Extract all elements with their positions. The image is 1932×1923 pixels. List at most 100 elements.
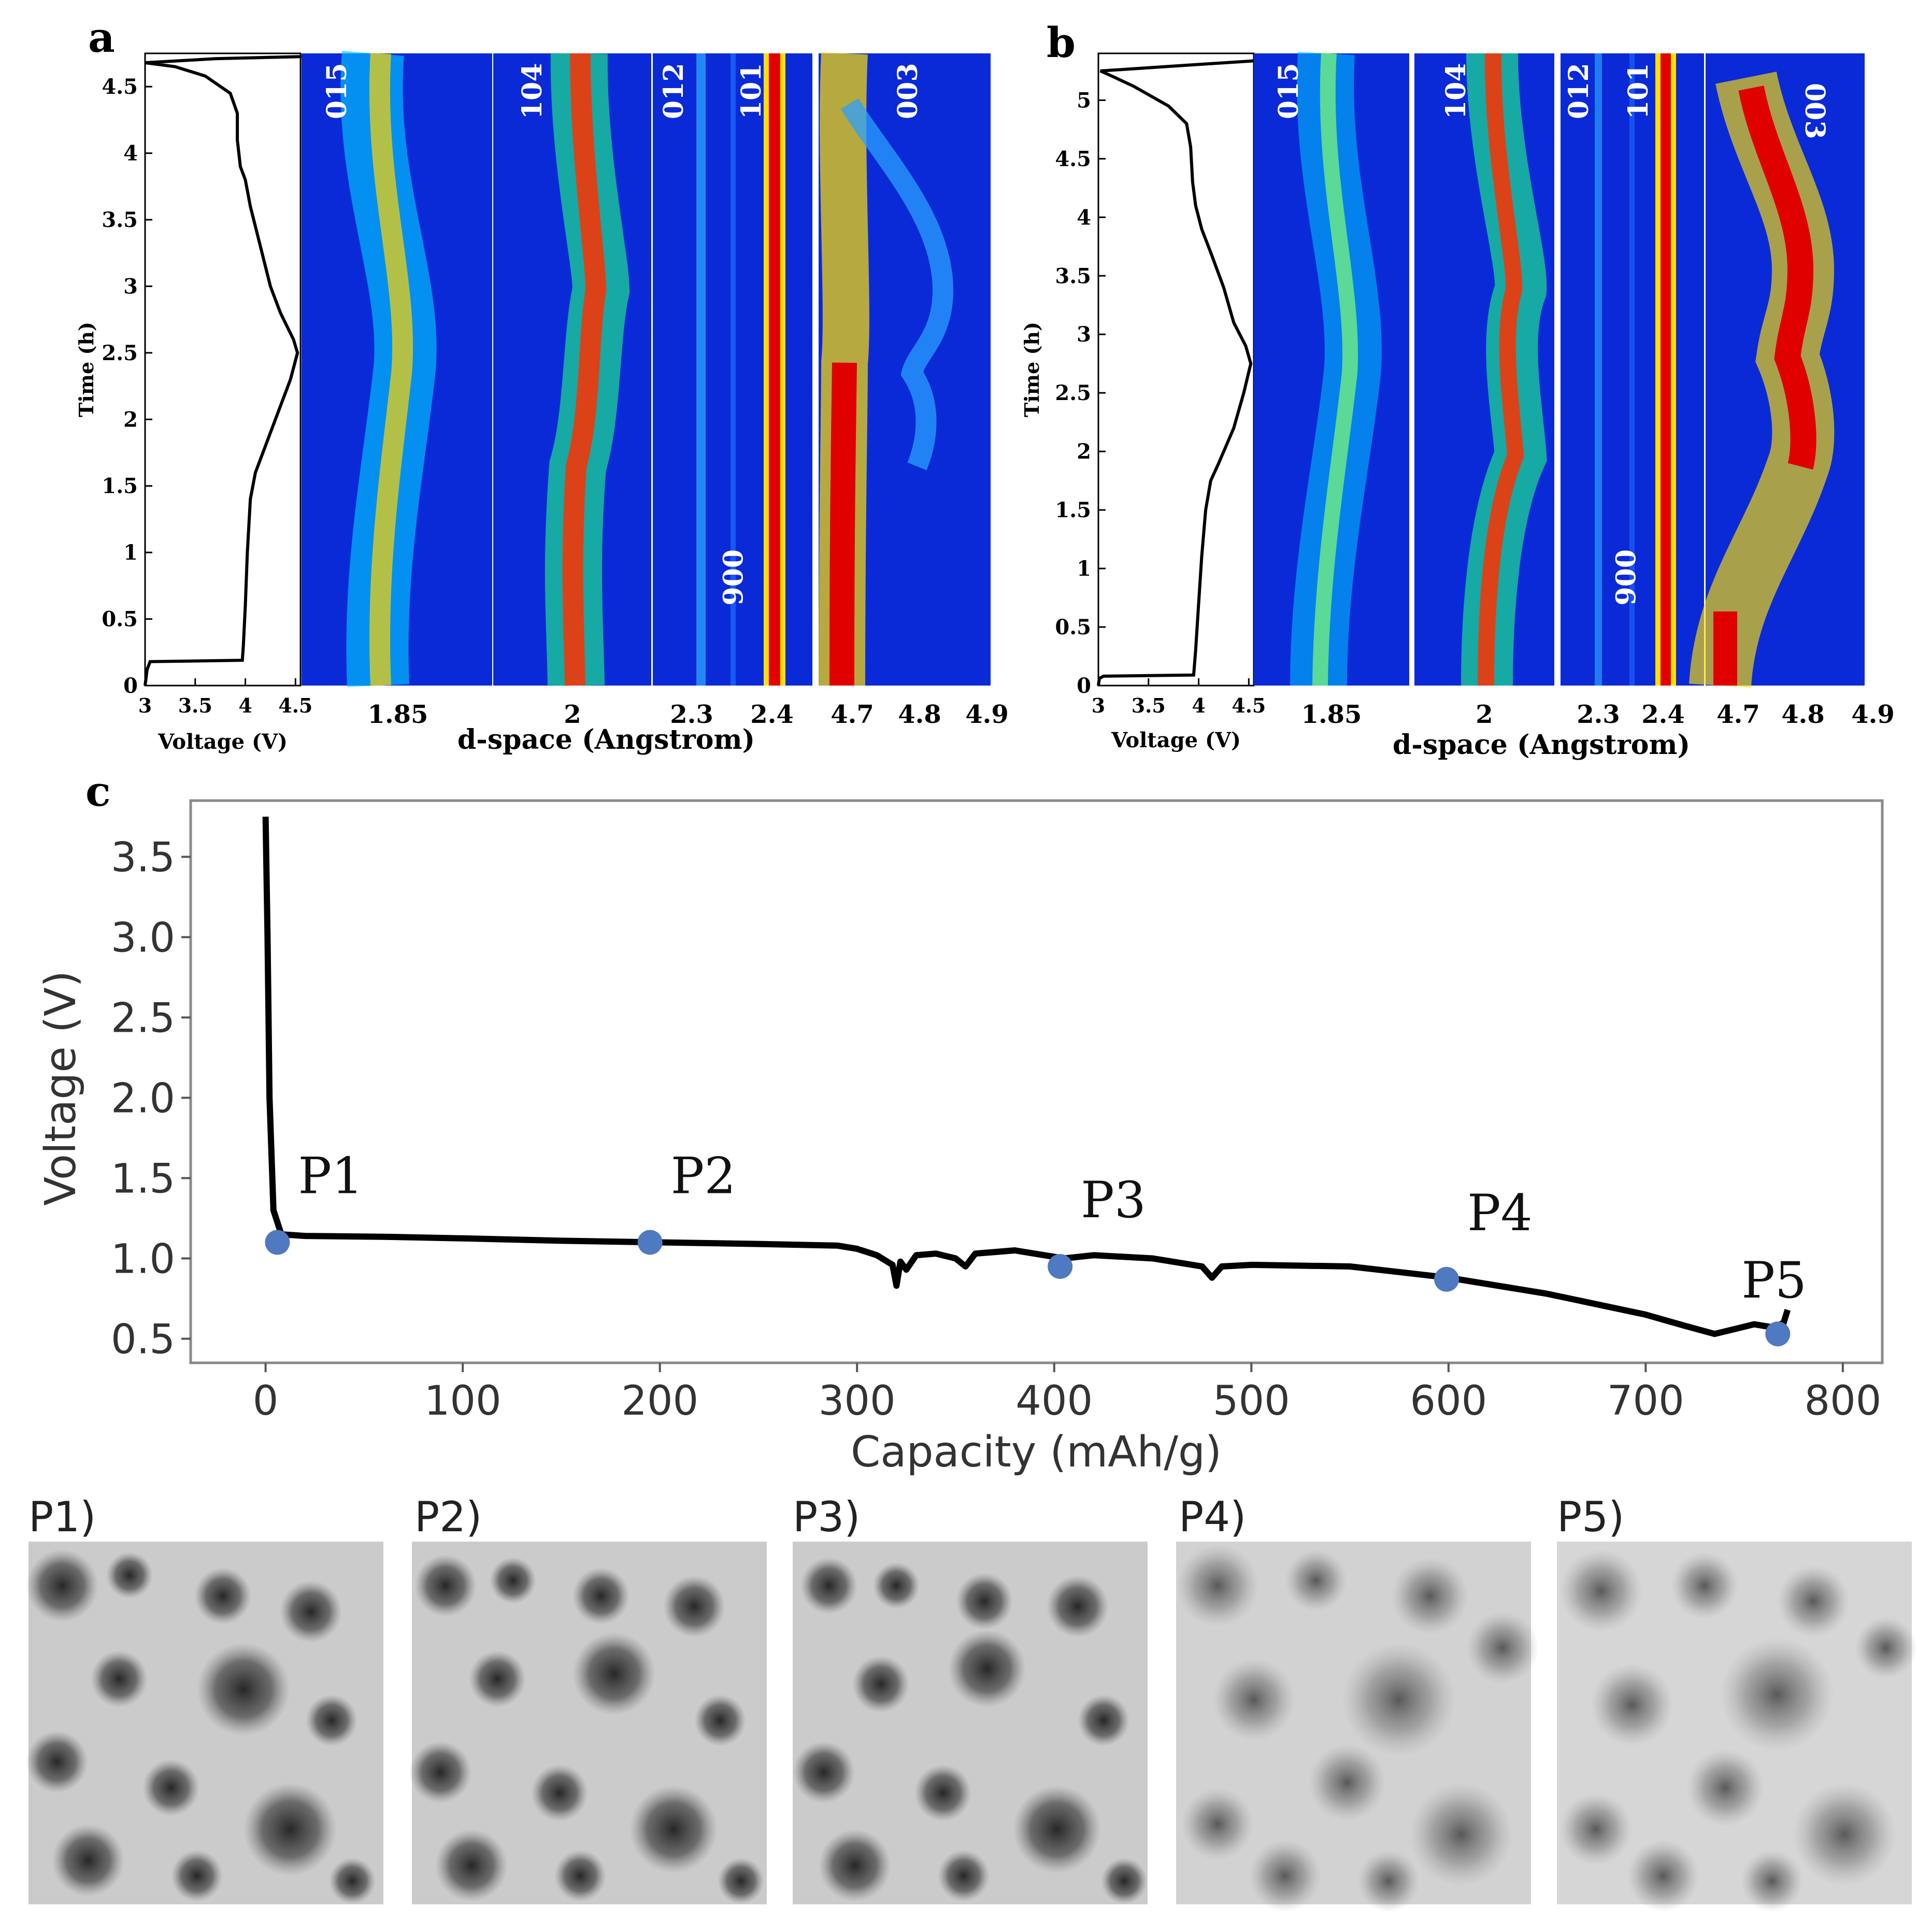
panel-a-dspace-tick: 2.4 xyxy=(750,700,794,729)
chart-x-tick-label: 800 xyxy=(1804,1378,1881,1425)
b-time-tick-label: 0 xyxy=(1077,674,1091,698)
tem-image-p1: P1) xyxy=(26,1493,383,1904)
panel-a-reflection-003-branch xyxy=(840,98,954,471)
panel-a-dspace-tick: 2 xyxy=(564,700,581,729)
panel-b-voltage-curve xyxy=(1097,58,1279,686)
panel-b-voltage-ticks: 3 3.5 4 4.5 xyxy=(1092,678,1266,717)
tem-image-p5-particles xyxy=(1559,1549,1917,1912)
a-time-tick-label: 4.5 xyxy=(102,75,138,99)
b-voltage-tick-label: 4 xyxy=(1192,694,1205,717)
b-time-tick-label: 3.5 xyxy=(1055,264,1091,288)
a-voltage-tick-label: 3 xyxy=(138,694,152,717)
panel-b-label-012: 012 xyxy=(1563,63,1595,119)
voltage-capacity-chart: 0 100 200 300 400 500 600 700 800 0.5 1.0 1.5 2.0 2.… xyxy=(36,799,1884,1477)
panel-a-voltage-frame xyxy=(144,52,302,687)
panel-b-label: b xyxy=(1047,18,1076,67)
tem-image-p3: P3) xyxy=(793,1493,1148,1904)
a-voltage-tick-label: 4 xyxy=(238,694,252,717)
chart-y-tick-label: 3.5 xyxy=(111,835,175,881)
a-time-tick-label: 1 xyxy=(123,540,138,565)
tem-image-p1-particles xyxy=(26,1549,376,1904)
panel-b: b 0 0.5 1 1.5 2 2.5 3 3.5 4 4.5 5 3 3.5 4 4.5 Time (h… xyxy=(1020,18,1895,761)
chart-point-p2 xyxy=(637,1230,663,1255)
panel-b-dspace-axis-label: d-space (Angstrom) xyxy=(1393,729,1690,761)
chart-x-tick-label: 600 xyxy=(1410,1378,1487,1425)
panel-c-label: c xyxy=(85,767,111,816)
a-time-tick-label: 4 xyxy=(123,141,138,166)
b-time-tick-label: 1.5 xyxy=(1055,498,1091,522)
chart-x-tick-label: 500 xyxy=(1213,1378,1290,1425)
panel-b-voltage-plot: 00.511.522.533.544.55 3 3.5 4 4.5 Time (h) … xyxy=(1020,52,1279,752)
panel-a-voltage-plot: 0 0.5 1 1.5 2 2.5 3 3.5 4 4.5 3 3.5 4 4.5 Time (h) V… xyxy=(75,52,326,754)
panel-a-voltage-axis-label: Voltage (V) xyxy=(158,730,288,754)
panel-a-dspace-tick: 2.3 xyxy=(670,700,713,729)
panel-a: a 0 0.5 1 1.5 2 2.5 3 3.5 4 4.5 3 3.5 4 4.5 Time (h)… xyxy=(75,13,1009,756)
panel-b-label-101: 101 xyxy=(1623,63,1654,119)
panel-b-reflection-104-core xyxy=(1478,53,1524,686)
panel-b-label-003: 003 xyxy=(1799,83,1830,139)
chart-points: P1 P2 P3 P4 P5 xyxy=(265,1147,1807,1347)
b-voltage-tick-label: 3.5 xyxy=(1132,694,1166,717)
panel-a-dspace-tick: 4.9 xyxy=(965,700,1009,729)
panel-b-dspace-tick: 2.3 xyxy=(1577,700,1620,729)
tem-label-p5: P5) xyxy=(1557,1493,1624,1541)
panel-b-dspace-tick: 2.4 xyxy=(1641,700,1685,729)
panel-b-dspace-tick: 4.8 xyxy=(1781,700,1825,729)
chart-point-label: P4 xyxy=(1467,1184,1533,1242)
panel-b-voltage-axis-label: Voltage (V) xyxy=(1111,728,1241,752)
chart-point-label: P3 xyxy=(1081,1171,1146,1229)
a-time-tick-label: 3 xyxy=(123,274,138,298)
panel-c: c 0 100 200 300 400 500 600 700 800 0.5 1.0 1.5 2.0… xyxy=(26,767,1917,1912)
chart-point-p1 xyxy=(265,1230,290,1255)
panel-a-dspace-axis-label: d-space (Angstrom) xyxy=(457,724,755,756)
panel-a-heatmaps: 015 104 012 101 006 003 xyxy=(302,51,991,687)
panel-a-label-006: 006 xyxy=(716,549,748,606)
panel-a-label-101: 101 xyxy=(736,63,767,119)
b-voltage-tick-label: 3 xyxy=(1092,694,1105,717)
b-time-tick-label: 4 xyxy=(1077,205,1091,230)
b-time-tick-label: 5 xyxy=(1077,88,1091,112)
tem-label-p2: P2) xyxy=(414,1493,482,1541)
tem-image-p5: P5) xyxy=(1557,1493,1917,1912)
a-time-tick-label: 0.5 xyxy=(102,607,138,632)
panel-b-label-104: 104 xyxy=(1440,63,1472,119)
panel-b-dspace-tick: 1.85 xyxy=(1301,700,1362,729)
chart-y-axis-label: Voltage (V) xyxy=(36,971,85,1206)
tem-image-p2: P2) xyxy=(409,1493,767,1904)
panel-b-label-006: 006 xyxy=(1609,549,1640,606)
tem-images: P1) P2) xyxy=(26,1493,1917,1912)
tem-label-p1: P1) xyxy=(28,1493,96,1541)
panel-b-heatmaps: 015 104 012 101 006 003 xyxy=(1254,51,1865,688)
panel-a-dspace-tick: 1.85 xyxy=(368,700,428,729)
b-time-tick-label: 2 xyxy=(1077,439,1091,464)
chart-x-tick-label: 700 xyxy=(1607,1378,1684,1425)
b-time-tick-label: 3 xyxy=(1077,322,1091,347)
chart-series-voltage xyxy=(262,816,1791,1337)
chart-point-label: P1 xyxy=(298,1147,363,1205)
b-voltage-tick-label: 4.5 xyxy=(1232,694,1266,717)
b-time-tick-label: 2.5 xyxy=(1055,381,1091,405)
chart-x-ticks: 0 100 200 300 400 500 600 700 800 xyxy=(253,1363,1881,1425)
panel-a-label: a xyxy=(88,13,115,62)
panel-b-voltage-frame xyxy=(1097,52,1255,687)
panel-b-time-ticks: 0 0.5 1 1.5 2 2.5 3 3.5 4 4.5 5 xyxy=(1055,88,1106,698)
chart-y-tick-label: 2.5 xyxy=(111,995,175,1042)
panel-a-voltage-ticks: 3 3.5 4 4.5 xyxy=(138,678,312,717)
panel-a-label-003: 003 xyxy=(892,63,924,119)
chart-point-label: P2 xyxy=(671,1147,736,1205)
tem-image-p4-particles xyxy=(1176,1544,1539,1912)
a-time-tick-label: 1.5 xyxy=(102,474,138,498)
panel-a-time-axis-label: Time (h) xyxy=(75,322,98,417)
chart-y-tick-label: 0.5 xyxy=(111,1317,175,1363)
panel-a-voltage-curve xyxy=(144,54,326,686)
chart-y-tick-label: 2.0 xyxy=(111,1076,175,1122)
tem-image-p3-particles xyxy=(793,1557,1148,1904)
tem-image-p4: P4) xyxy=(1176,1493,1539,1912)
tem-label-p3: P3) xyxy=(793,1493,860,1541)
chart-frame xyxy=(189,799,1884,1364)
panel-b-label-015: 015 xyxy=(1273,63,1305,119)
chart-y-tick-label: 3.0 xyxy=(111,915,175,962)
panel-a-label-015: 015 xyxy=(321,63,353,119)
panel-a-dspace-tick: 4.8 xyxy=(898,700,941,729)
